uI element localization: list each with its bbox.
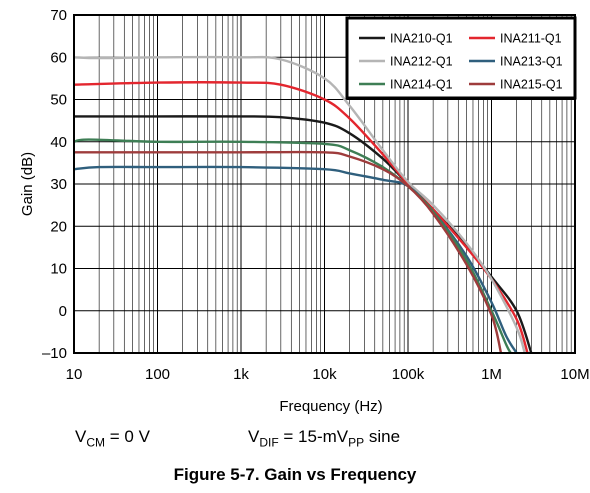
y-tick-label: 50 <box>50 92 67 109</box>
legend-label: INA211-Q1 <box>500 32 562 46</box>
legend-label: INA215-Q1 <box>500 78 563 92</box>
series-line-ina214-q1 <box>73 138 512 354</box>
x-tick-label: 10 <box>66 366 83 383</box>
legend-label: INA210-Q1 <box>390 32 453 46</box>
series-lines <box>73 55 533 354</box>
condition-vdif: VDIF = 15-mVPP sine <box>248 427 401 450</box>
x-axis-title: Frequency (Hz) <box>279 398 382 415</box>
series-line-ina211-q1 <box>73 81 529 354</box>
x-tick-label: 1k <box>233 366 249 383</box>
plot-frame <box>73 14 576 354</box>
gain-vs-frequency-chart: –10 0 10 20 30 40 50 60 70 10 100 1k 10k 100k 1M 10M G… <box>19 7 590 415</box>
legend-label: INA212-Q1 <box>390 55 453 69</box>
y-axis-tick-labels: –10 0 10 20 30 40 50 60 70 <box>42 7 67 362</box>
y-tick-label: 10 <box>50 261 67 278</box>
legend-label: INA213-Q1 <box>500 55 563 69</box>
y-tick-label: 30 <box>50 176 67 193</box>
series-line-ina213-q1 <box>73 165 518 354</box>
x-axis-tick-labels: 10 100 1k 10k 100k 1M 10M <box>66 366 590 383</box>
y-tick-label: 70 <box>50 7 67 24</box>
condition-vcm: VCM = 0 V <box>75 427 150 450</box>
x-tick-label: 1M <box>481 366 502 383</box>
x-tick-label: 10M <box>560 366 589 383</box>
y-tick-label: 0 <box>59 303 67 320</box>
y-tick-label: –10 <box>42 345 67 362</box>
x-tick-label: 100k <box>392 366 425 383</box>
x-tick-label: 100 <box>145 366 170 383</box>
legend-label: INA214-Q1 <box>390 78 453 92</box>
y-tick-label: 20 <box>50 218 67 235</box>
series-line-ina215-q1 <box>74 150 503 354</box>
y-axis-title: Gain (dB) <box>19 152 36 216</box>
y-tick-label: 40 <box>50 134 67 151</box>
legend: INA210-Q1 INA211-Q1 INA212-Q1 INA213-Q1 INA2… <box>345 16 577 100</box>
figure-caption: Figure 5-7. Gain vs Frequency <box>173 465 417 484</box>
y-tick-label: 60 <box>50 49 67 66</box>
series-line-ina212-q1 <box>73 55 526 354</box>
x-tick-label: 10k <box>312 366 337 383</box>
